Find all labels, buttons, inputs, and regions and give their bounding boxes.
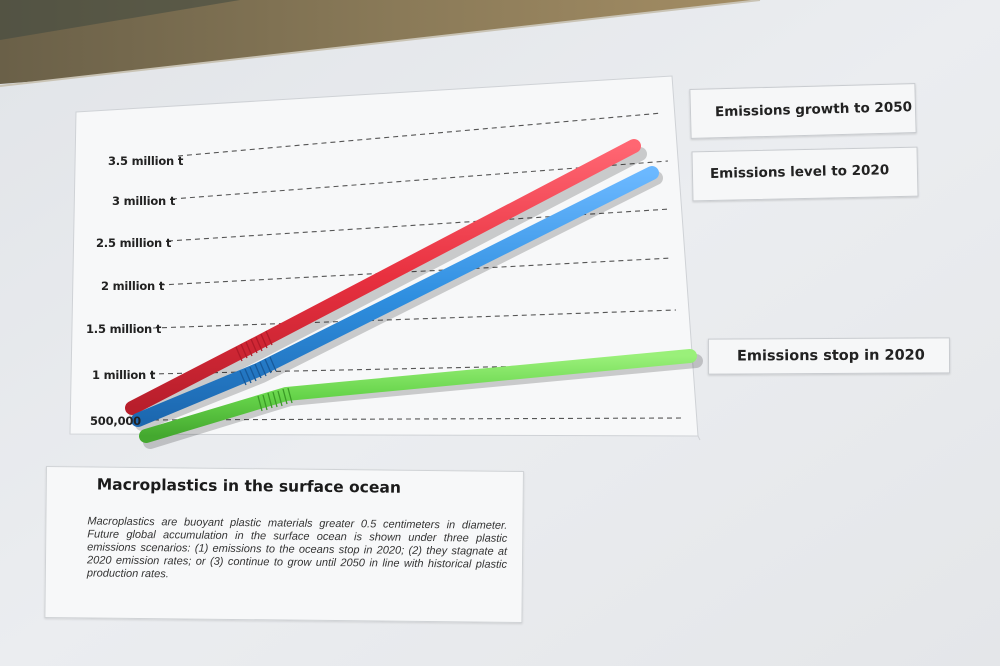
tick-label-1m: 1 million t bbox=[92, 368, 156, 382]
legend-label-stop: Emissions stop in 2020 bbox=[736, 347, 925, 365]
tick-label-1-5m: 1.5 million t bbox=[86, 322, 162, 336]
tick-label-3-5m: 3.5 million t bbox=[108, 154, 184, 168]
info-title: Macroplastics in the surface ocean bbox=[96, 475, 402, 497]
info-body: Macroplastics are buoyant plastic materi… bbox=[86, 515, 508, 581]
tick-label-2m: 2 million t bbox=[101, 279, 165, 293]
legend-card-stop: Emissions stop in 2020 bbox=[707, 337, 951, 375]
info-card: Macroplastics in the surface ocean Macro… bbox=[44, 466, 524, 623]
tick-label-3m: 3 million t bbox=[112, 194, 176, 208]
legend-label-level: Emissions level to 2020 bbox=[709, 162, 890, 182]
tick-label-500k: 500,000 bbox=[90, 414, 141, 428]
legend-card-growth: Emissions growth to 2050 bbox=[689, 83, 917, 139]
legend-card-level: Emissions level to 2020 bbox=[691, 146, 919, 202]
legend-label-growth: Emissions growth to 2050 bbox=[714, 99, 913, 121]
tick-label-2-5m: 2.5 million t bbox=[96, 236, 172, 250]
